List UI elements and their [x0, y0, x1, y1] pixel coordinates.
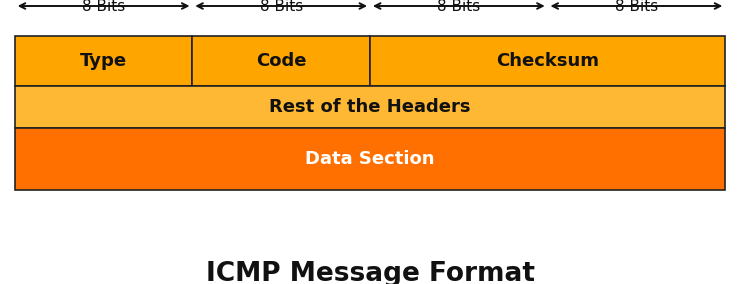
Bar	[15, 36, 192, 86]
Bar	[15, 86, 725, 128]
Bar	[192, 36, 370, 86]
Text: Data Section: Data Section	[306, 150, 435, 168]
Text: Code: Code	[256, 52, 306, 70]
Text: 8 Bits: 8 Bits	[437, 0, 480, 14]
Text: 8 Bits: 8 Bits	[82, 0, 125, 14]
Text: Checksum: Checksum	[496, 52, 599, 70]
Text: Rest of the Headers: Rest of the Headers	[269, 98, 471, 116]
Text: Type: Type	[80, 52, 127, 70]
Bar	[370, 36, 725, 86]
Text: 8 Bits: 8 Bits	[615, 0, 658, 14]
Bar	[15, 128, 725, 190]
Text: ICMP Message Format: ICMP Message Format	[206, 261, 534, 284]
Text: 8 Bits: 8 Bits	[260, 0, 303, 14]
